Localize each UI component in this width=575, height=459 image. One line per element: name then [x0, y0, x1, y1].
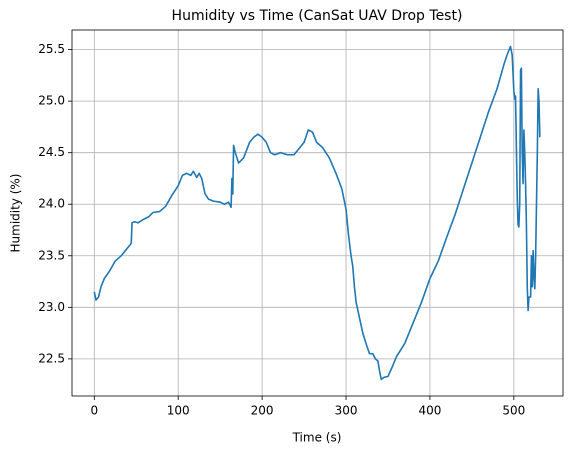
y-tick-label: 24.0 — [38, 197, 65, 211]
x-tick-label: 300 — [335, 404, 358, 418]
data-line — [93, 45, 541, 381]
y-tick-label: 25.0 — [38, 94, 65, 108]
y-tick-label: 25.5 — [38, 42, 65, 56]
y-tick-label: 22.5 — [38, 351, 65, 365]
x-tick-label: 200 — [251, 404, 274, 418]
chart-title: Humidity vs Time (CanSat UAV Drop Test) — [172, 8, 463, 24]
x-axis-label: Time (s) — [292, 431, 342, 445]
plot-frame — [71, 29, 564, 397]
x-tick-label: 500 — [502, 404, 525, 418]
y-tick-label: 23.5 — [38, 248, 65, 262]
x-tick-label: 100 — [167, 404, 190, 418]
y-tick-label: 23.0 — [38, 300, 65, 314]
y-axis-label: Humidity (%) — [9, 174, 23, 253]
x-tick-label: 400 — [418, 404, 441, 418]
x-tick-label: 0 — [90, 404, 98, 418]
y-tick-label: 24.5 — [38, 145, 65, 159]
